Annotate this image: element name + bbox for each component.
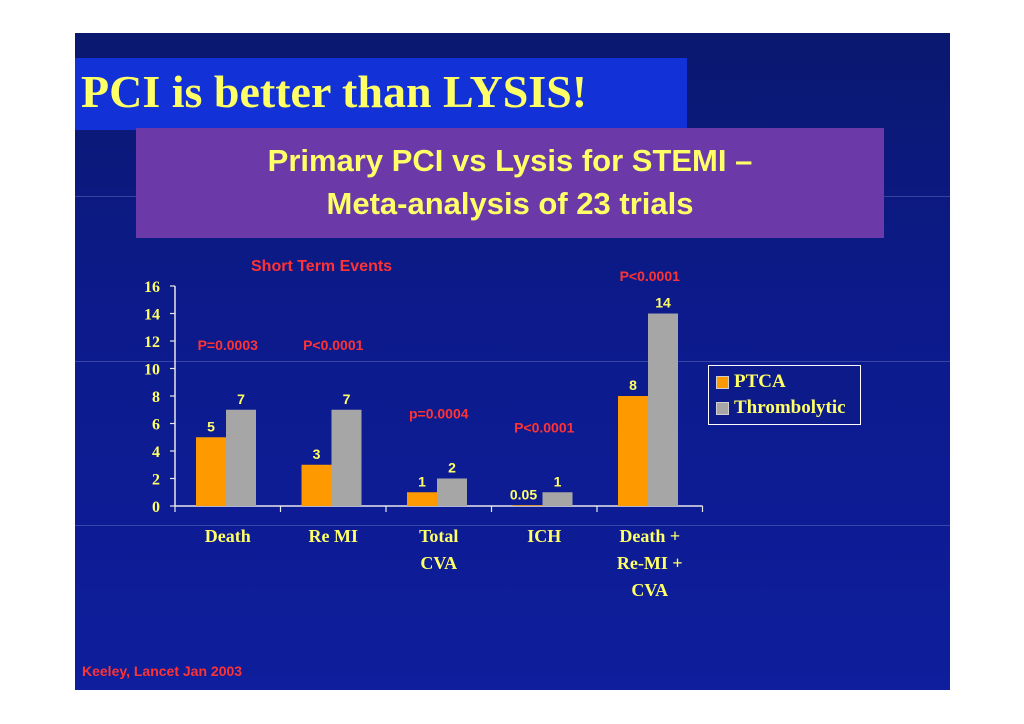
- chart-title: Short Term Events: [251, 258, 392, 275]
- legend-label-thrombolytic: Thrombolytic: [734, 397, 846, 418]
- title-box: PCI is better than LYSIS!: [75, 58, 687, 130]
- p-value-label: P<0.0001: [514, 419, 575, 435]
- bar-thrombolytic: [542, 492, 573, 506]
- subtitle-line-1: Primary PCI vs Lysis for STEMI –: [267, 143, 753, 178]
- citation-footnote: Keeley, Lancet Jan 2003: [82, 663, 243, 679]
- x-category-label: Death +: [619, 526, 680, 546]
- y-tick-label: 16: [144, 279, 160, 296]
- bar-thrombolytic: [437, 478, 467, 506]
- x-category-label: Re MI: [309, 526, 358, 546]
- bar-ptca: [407, 492, 437, 506]
- y-tick-label: 4: [152, 444, 160, 461]
- data-label: 0.05: [510, 486, 537, 502]
- bar-chart: Short Term Events024681012141657P=0.0003…: [144, 258, 704, 600]
- slide-title: PCI is better than LYSIS!: [81, 66, 588, 117]
- x-category-label: Re-MI +: [617, 553, 683, 573]
- bar-ptca: [301, 464, 332, 506]
- y-tick-label: 0: [152, 499, 160, 516]
- data-label: 1: [554, 473, 562, 489]
- y-tick-label: 8: [152, 389, 160, 406]
- legend-label-ptca: PTCA: [734, 371, 786, 392]
- data-label: 5: [207, 418, 215, 434]
- data-label: 2: [448, 460, 456, 476]
- bar-ptca: [512, 505, 543, 506]
- y-tick-label: 10: [144, 362, 160, 379]
- bar-thrombolytic: [226, 409, 256, 506]
- data-label: 14: [655, 295, 671, 311]
- legend-swatch-thrombolytic: [716, 402, 729, 415]
- y-tick-label: 6: [152, 417, 160, 434]
- subtitle-box: Primary PCI vs Lysis for STEMI – Meta-an…: [136, 128, 884, 238]
- bar-thrombolytic: [648, 313, 678, 506]
- horizontal-rule: [75, 361, 950, 362]
- data-label: 7: [343, 391, 351, 407]
- data-label: 7: [237, 391, 245, 407]
- x-category-label: CVA: [631, 580, 668, 600]
- legend-swatch-ptca: [716, 376, 729, 389]
- p-value-label: P<0.0001: [303, 337, 364, 353]
- y-tick-label: 12: [144, 334, 160, 351]
- bar-ptca: [196, 437, 226, 506]
- x-category-label: Total: [419, 526, 458, 546]
- slide: PCI is better than LYSIS! Primary PCI vs…: [75, 33, 950, 690]
- data-label: 8: [629, 377, 637, 393]
- bar-thrombolytic: [331, 409, 362, 506]
- subtitle-line-2: Meta-analysis of 23 trials: [326, 186, 694, 221]
- x-category-label: Death: [205, 526, 251, 546]
- p-value-label: P<0.0001: [620, 268, 681, 284]
- y-tick-label: 2: [152, 472, 160, 489]
- p-value-label: p=0.0004: [409, 406, 469, 422]
- bar-ptca: [618, 396, 648, 506]
- p-value-label: P=0.0003: [198, 337, 259, 353]
- y-tick-label: 14: [144, 307, 160, 324]
- horizontal-rule: [75, 525, 950, 526]
- x-category-label: ICH: [527, 526, 561, 546]
- chart-legend: PTCA Thrombolytic: [708, 365, 861, 425]
- data-label: 3: [313, 446, 321, 462]
- x-category-label: CVA: [420, 553, 457, 573]
- data-label: 1: [418, 473, 426, 489]
